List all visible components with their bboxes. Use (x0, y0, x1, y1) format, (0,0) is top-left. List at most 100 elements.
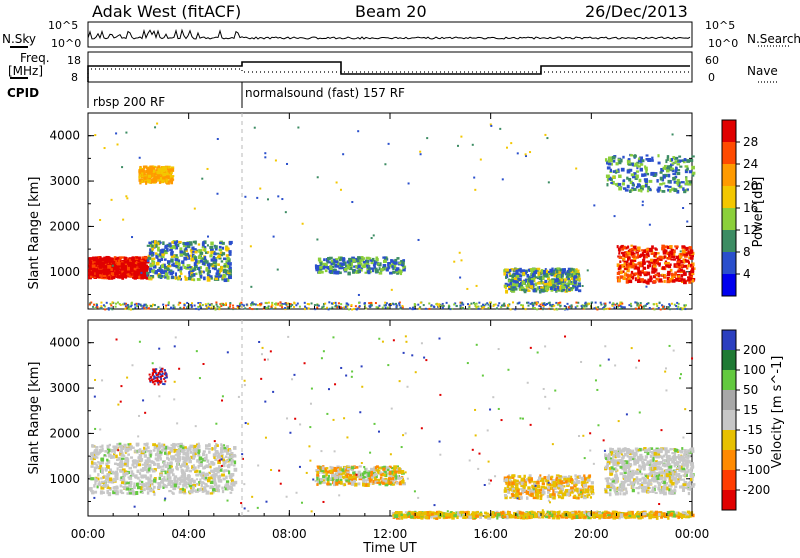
velocity-cell (200, 463, 203, 467)
power-cell (175, 258, 179, 261)
velocity-cell (102, 491, 105, 494)
power-cell (348, 258, 351, 262)
power-cell (141, 256, 145, 258)
power-low-range-cell (399, 304, 401, 306)
power-cell (530, 280, 534, 283)
velocity-cell (217, 444, 219, 447)
power-low-range-cell (470, 303, 472, 305)
power-cell (552, 285, 555, 288)
power-cell (628, 163, 631, 165)
power-cell (551, 280, 554, 284)
power-cell (556, 269, 559, 273)
power-cell (223, 269, 226, 273)
power-cell (216, 270, 219, 273)
velocity-cell (91, 445, 94, 448)
velocity-cell (148, 468, 150, 471)
power-cell (626, 265, 628, 268)
power-cell (632, 262, 634, 265)
velocity-cell (137, 460, 139, 463)
power-cell (626, 177, 628, 180)
power-cell (660, 177, 663, 181)
velocity-cell (365, 483, 367, 486)
power-cell (681, 181, 685, 183)
velocity-cell (94, 450, 97, 454)
power-sparse-cell (459, 277, 461, 279)
power-low-range-cell (99, 307, 101, 309)
power-cell (666, 169, 670, 172)
power-sparse-cell (593, 204, 595, 206)
power-low-range-cell (165, 305, 167, 307)
power-low-range-cell (100, 305, 102, 307)
power-low-range-cell (420, 302, 422, 304)
velocity-cell (184, 446, 187, 449)
velocity-cell (160, 457, 162, 460)
power-cell (684, 158, 687, 161)
power-cell (315, 268, 318, 271)
power-cell (102, 262, 105, 264)
velocity-cell (147, 446, 150, 449)
power-low-range-cell (417, 304, 419, 306)
power-low-range-cell (186, 302, 188, 304)
power-cell (158, 168, 161, 171)
power-low-range-cell (202, 304, 204, 306)
power-cell (193, 278, 195, 281)
velocity-cell (196, 483, 199, 485)
velocity-cell (195, 474, 199, 477)
power-low-range-cell (536, 302, 538, 304)
velocity-cell (205, 444, 209, 447)
power-cell (533, 289, 536, 293)
power-sparse-cell (264, 152, 266, 154)
power-cell (359, 259, 362, 262)
velocity-cell (148, 464, 152, 467)
power-cell (689, 246, 692, 249)
power-cell (540, 279, 542, 282)
power-low-range-cell (428, 302, 430, 304)
velocity-cell (316, 477, 318, 481)
power-cell (690, 277, 692, 280)
power-sparse-cell (499, 128, 501, 130)
power-cell (525, 284, 528, 287)
power-low-range-cell (97, 306, 99, 308)
station-title: Adak West (fitACF) (92, 2, 241, 21)
power-cell (619, 256, 622, 259)
power-cell (162, 241, 164, 245)
power-cell (228, 276, 232, 279)
power-low-range-cell (433, 306, 435, 308)
velocity-cell (338, 475, 342, 478)
power-cell (690, 264, 692, 267)
power-cell (575, 287, 578, 290)
power-cell (532, 273, 535, 277)
power-cell (641, 270, 644, 272)
power-cell (568, 268, 571, 271)
power-cell (344, 268, 348, 271)
power-cell (672, 162, 675, 164)
power-low-range-cell (351, 308, 353, 310)
velocity-cell (210, 481, 214, 484)
power-cell (647, 190, 649, 192)
power-cell (661, 190, 665, 193)
power-low-range-cell (249, 307, 251, 309)
power-cell (691, 166, 695, 170)
velocity-cell (132, 475, 135, 477)
power-low-range-cell (124, 308, 126, 310)
velocity-cell (182, 471, 185, 475)
velocity-cell (127, 482, 129, 484)
power-cell (329, 271, 331, 274)
power-cell (120, 267, 122, 270)
velocity-y-axis-label: Slant Range [km] (27, 362, 42, 475)
nsky-tick-right-bottom: 10^0 (708, 37, 738, 50)
power-cell (551, 268, 553, 271)
power-cell (89, 257, 92, 260)
power-cell (156, 262, 160, 266)
power-low-range-cell (620, 306, 622, 308)
velocity-cell (204, 483, 207, 485)
velocity-cell (145, 449, 147, 451)
power-cell (626, 274, 629, 277)
velocity-cell (168, 472, 170, 475)
power-cell (615, 172, 617, 174)
power-low-range-cell (659, 302, 661, 304)
power-low-range-cell (256, 308, 258, 310)
power-cell (685, 165, 689, 167)
power-cell (634, 272, 637, 275)
power-cell (194, 269, 196, 271)
